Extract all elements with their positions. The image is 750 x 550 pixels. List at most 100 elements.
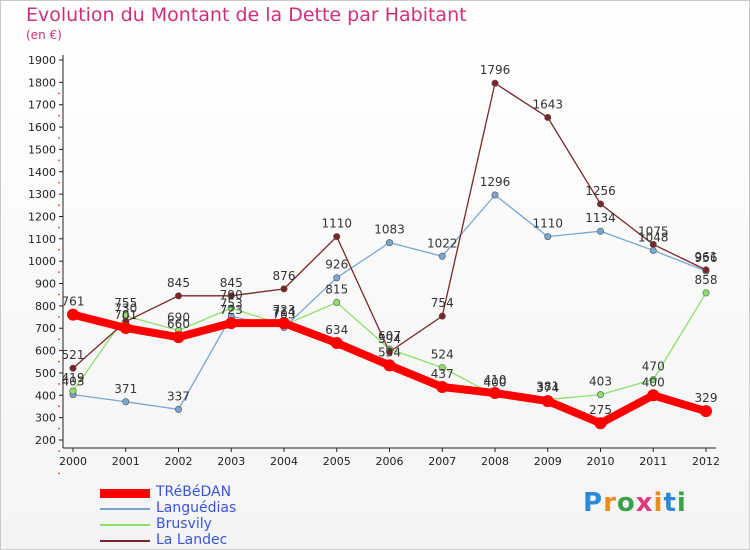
y-minor-dot	[58, 315, 60, 318]
data-point	[227, 292, 235, 300]
y-tick-label: 1500	[28, 143, 56, 156]
legend-label: La Landec	[156, 532, 228, 548]
data-label: 275	[589, 403, 612, 417]
data-point	[438, 312, 446, 320]
data-label: 521	[62, 348, 85, 362]
y-minor-dot	[58, 405, 60, 408]
data-point	[436, 381, 449, 394]
data-point	[491, 191, 499, 199]
data-point	[702, 266, 710, 274]
x-tick-label: 2002	[165, 455, 193, 468]
y-minor-dot	[58, 427, 60, 430]
data-point	[69, 387, 77, 395]
data-point	[541, 395, 554, 408]
data-label: 1296	[480, 175, 511, 189]
data-label: 371	[114, 382, 137, 396]
y-minor-dot	[58, 271, 60, 274]
data-point	[225, 317, 238, 330]
data-label: 1083	[374, 223, 405, 237]
logo-letter: x	[635, 488, 654, 518]
data-point	[438, 364, 446, 372]
data-point	[596, 227, 604, 235]
data-point	[175, 405, 183, 413]
y-tick-label: 500	[35, 367, 56, 380]
data-label: 329	[695, 391, 718, 405]
y-tick-label: 900	[35, 278, 56, 291]
data-label: 1075	[638, 224, 669, 238]
data-label: 400	[642, 375, 665, 389]
data-point	[596, 200, 604, 208]
legend-item: Brusvily	[100, 516, 320, 533]
data-label: 1256	[585, 184, 616, 198]
y-minor-dot	[58, 360, 60, 363]
data-point	[333, 299, 341, 307]
data-point	[647, 389, 660, 402]
y-tick-label: 1700	[28, 99, 56, 112]
data-point	[544, 233, 552, 241]
data-point	[175, 292, 183, 300]
data-label: 1110	[532, 217, 563, 231]
data-point	[69, 364, 77, 372]
y-tick-label: 400	[35, 389, 56, 402]
x-tick-label: 2010	[587, 455, 615, 468]
x-tick-label: 2011	[639, 455, 667, 468]
y-minor-dot	[58, 450, 60, 452]
y-tick-label: 700	[35, 322, 56, 335]
data-label: 723	[220, 303, 243, 317]
logo-letter: t	[663, 488, 677, 518]
x-tick-label: 2004	[270, 455, 298, 468]
chart-subtitle: (en €)	[26, 28, 62, 42]
logo-letter: o	[616, 488, 636, 518]
proxiti-logo: Proxiti	[583, 488, 687, 518]
data-label: 926	[325, 258, 348, 272]
x-tick-label: 2003	[217, 455, 245, 468]
x-tick-label: 2000	[59, 455, 87, 468]
data-point	[119, 322, 132, 335]
data-point	[544, 113, 552, 121]
data-label: 754	[431, 296, 454, 310]
x-tick-label: 2012	[692, 455, 720, 468]
data-label: 1048	[638, 230, 669, 244]
data-label: 858	[695, 273, 718, 287]
data-point	[385, 348, 393, 356]
data-point	[649, 246, 657, 254]
data-label: 534	[378, 345, 401, 359]
y-minor-dot	[58, 204, 60, 207]
data-point	[333, 233, 341, 241]
legend-swatch	[100, 524, 150, 526]
data-point	[122, 398, 130, 406]
data-point	[172, 331, 185, 344]
data-label: 815	[325, 283, 348, 297]
data-label: 594	[378, 332, 401, 346]
x-tick-label: 2007	[428, 455, 456, 468]
data-label: 1134	[585, 211, 616, 225]
data-label: 419	[62, 371, 85, 385]
y-minor-dot	[58, 293, 60, 296]
y-tick-label: 1900	[28, 54, 56, 67]
logo-letter: i	[676, 488, 687, 518]
data-label: 753	[220, 296, 243, 310]
y-minor-dot	[58, 159, 60, 162]
data-point	[649, 376, 657, 384]
data-point	[278, 317, 290, 330]
data-label: 403	[589, 375, 612, 389]
data-point	[438, 252, 446, 260]
y-tick-label: 1200	[28, 210, 56, 223]
y-tick-label: 1000	[28, 255, 56, 268]
x-tick-label: 2005	[323, 455, 351, 468]
data-label: 790	[220, 288, 243, 302]
x-tick-label: 2009	[534, 455, 562, 468]
legend-swatch	[100, 489, 150, 498]
data-label: 410	[484, 373, 507, 387]
data-label: 730	[114, 302, 137, 316]
data-point	[67, 308, 79, 321]
data-label: 400	[484, 375, 507, 389]
data-point	[649, 240, 657, 248]
y-tick-label: 800	[35, 300, 56, 313]
data-point	[594, 417, 607, 430]
data-label: 374	[536, 381, 559, 395]
data-label: 723	[273, 303, 296, 317]
logo-letter: P	[583, 488, 604, 518]
x-tick-label: 2006	[376, 455, 404, 468]
